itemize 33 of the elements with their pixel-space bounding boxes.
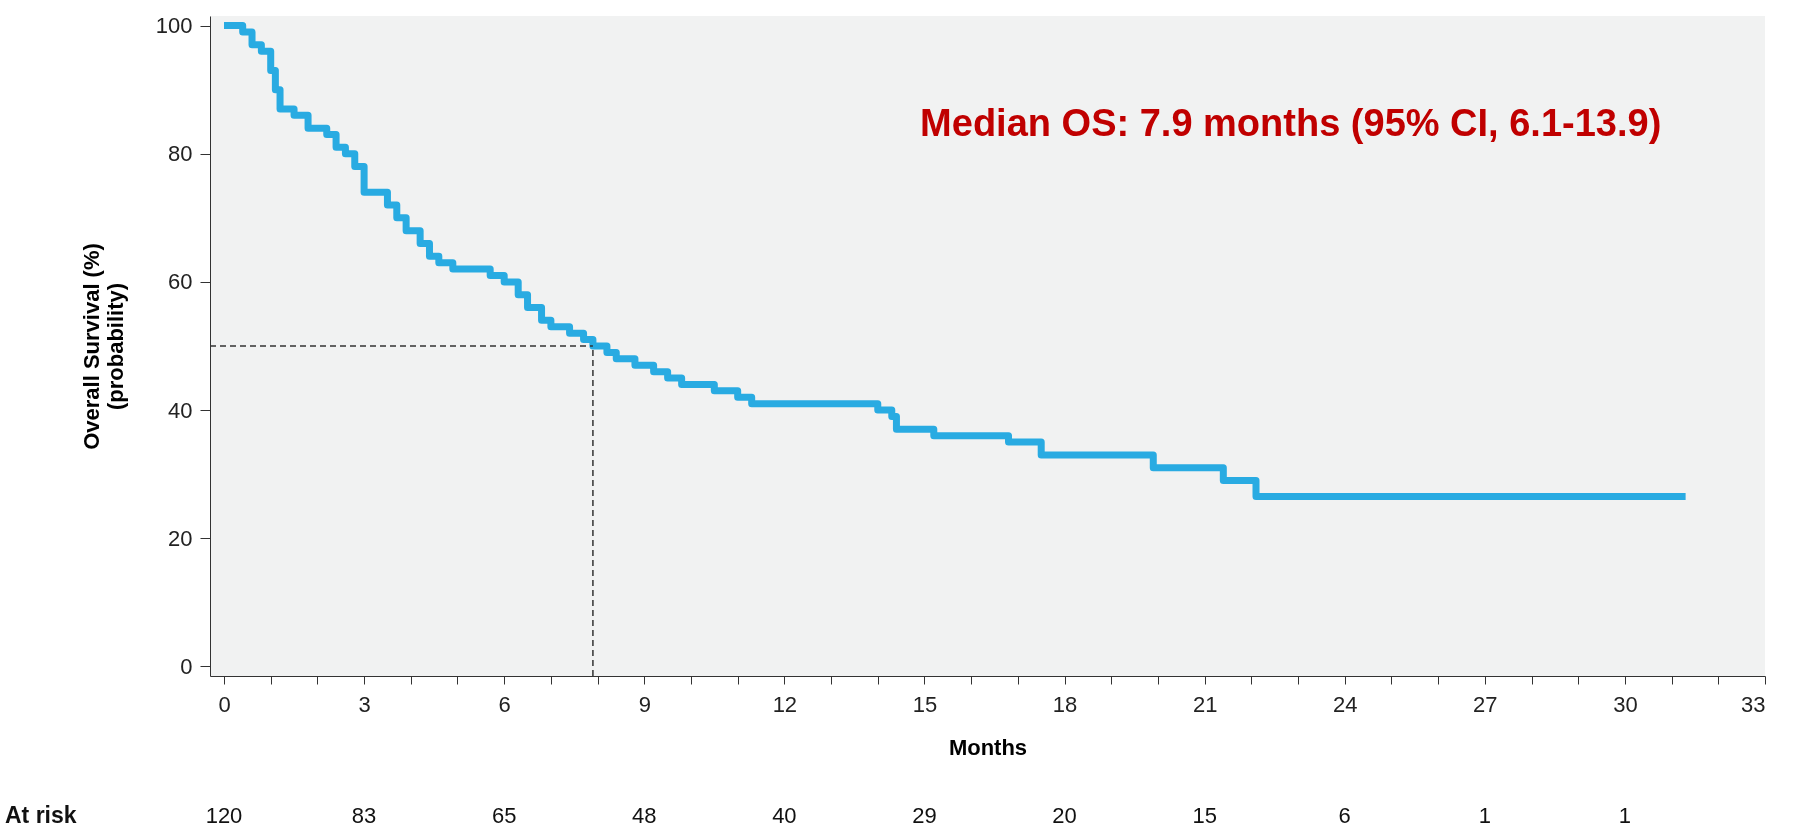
text: 83 bbox=[351, 803, 377, 828]
x-tick-label: 15 bbox=[912, 691, 938, 717]
x-tick-label: 30 bbox=[1613, 691, 1638, 717]
text: 48 bbox=[632, 803, 657, 828]
x-tick-label: 9 bbox=[638, 691, 651, 717]
x-tick-label: 18 bbox=[1052, 691, 1078, 717]
y-tick-label: 80 bbox=[168, 141, 193, 167]
x-tick-label: 0 bbox=[218, 691, 231, 717]
y-tick-label: 40 bbox=[168, 397, 193, 423]
text: At risk bbox=[5, 802, 77, 828]
x-tick-label: 12 bbox=[772, 691, 798, 717]
text: 40 bbox=[772, 803, 797, 828]
x-axis-title: Months bbox=[948, 734, 1028, 760]
x-tick-label: 33 bbox=[1741, 691, 1766, 717]
text: 65 bbox=[491, 803, 517, 828]
text: 1 bbox=[1478, 803, 1491, 828]
annotation: Median OS: 7.9 months (95% CI, 6.1-13.9) bbox=[920, 101, 1662, 144]
y-tick-label: 20 bbox=[168, 525, 193, 551]
y-tick-label: 100 bbox=[155, 13, 193, 39]
text: 1 bbox=[1618, 803, 1632, 828]
x-tick-label: 27 bbox=[1473, 691, 1498, 717]
x-tick-label: 24 bbox=[1332, 691, 1358, 717]
x-tick-label: 3 bbox=[358, 691, 371, 717]
y-axis-title: Overall Survival (%) (probability) bbox=[78, 243, 128, 450]
text: 20 bbox=[1052, 803, 1077, 828]
x-tick-label: 6 bbox=[498, 691, 511, 717]
text: 6 bbox=[1338, 803, 1351, 828]
text: 120 bbox=[205, 803, 243, 828]
text: 15 bbox=[1192, 803, 1217, 828]
x-tick-label: 21 bbox=[1192, 691, 1218, 717]
y-tick-label: 60 bbox=[168, 269, 193, 295]
text: 29 bbox=[912, 803, 937, 828]
y-tick-label: 0 bbox=[180, 653, 193, 679]
